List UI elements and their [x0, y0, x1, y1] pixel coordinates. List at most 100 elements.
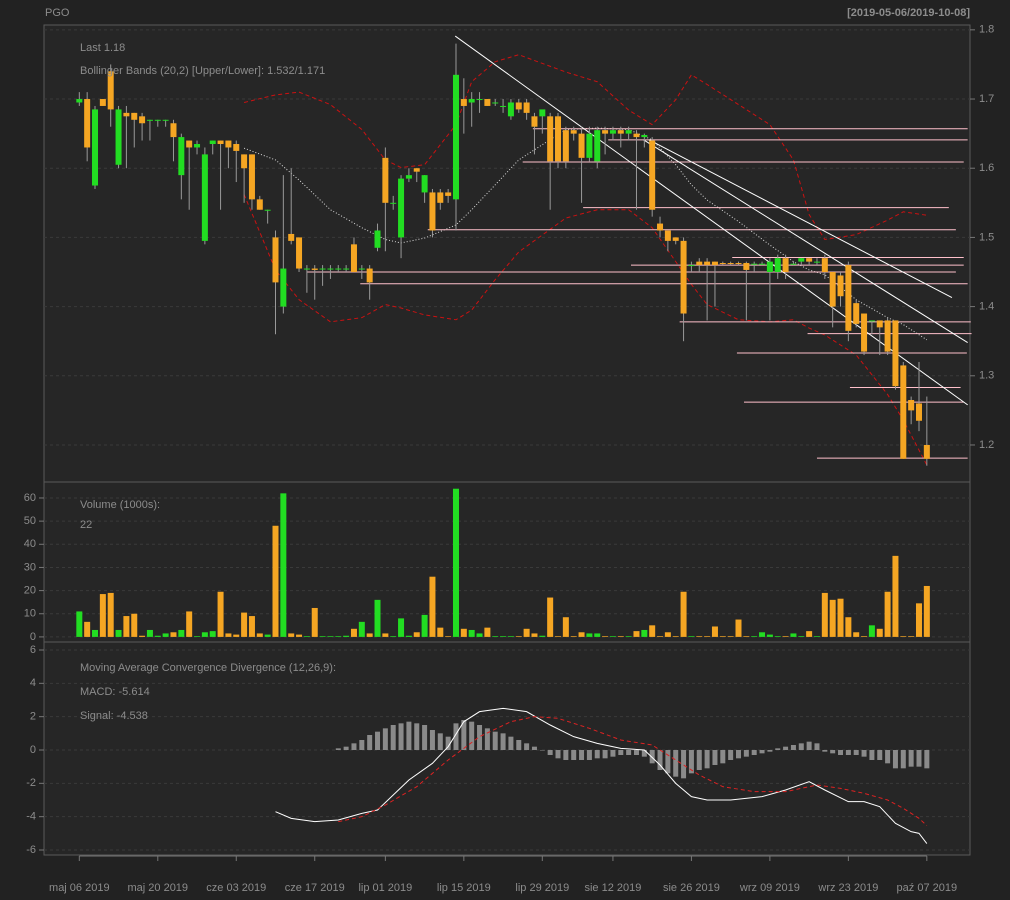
candle-body	[923, 444, 930, 459]
volume-bar	[492, 636, 499, 637]
volume-bar	[201, 632, 208, 637]
candle-body	[233, 144, 240, 151]
volume-bar	[280, 493, 287, 637]
volume-bar	[900, 636, 907, 637]
volume-bar	[139, 635, 146, 637]
candle-body	[641, 135, 648, 138]
macd-line	[275, 707, 928, 844]
histogram-bar	[916, 750, 922, 767]
volume-bar	[76, 611, 83, 637]
volume-bar	[908, 636, 915, 637]
histogram-bar	[885, 750, 891, 764]
candle-body	[829, 272, 836, 307]
histogram-bar	[571, 750, 577, 760]
volume-bar	[719, 636, 726, 637]
volume-bar	[99, 594, 106, 637]
volume-bar	[774, 636, 781, 637]
annotation: Last 1.18	[80, 42, 125, 54]
y-tick-label: -4	[26, 811, 36, 823]
volume-bar	[460, 628, 467, 637]
candle-body	[288, 233, 295, 241]
volume-bar	[649, 625, 656, 637]
volume-bar	[382, 633, 389, 637]
candle-body	[672, 237, 679, 241]
candle-body	[382, 157, 389, 203]
histogram-bar	[681, 750, 687, 779]
candle-body	[735, 263, 742, 265]
y-tick-label: 10	[24, 608, 36, 620]
candle-body	[711, 261, 718, 266]
y-tick-label: 0	[30, 631, 36, 643]
candle-body	[649, 140, 656, 210]
candle-body	[704, 261, 711, 266]
volume-bar	[507, 636, 514, 637]
histogram-bar	[461, 720, 467, 750]
candle-body	[319, 268, 326, 270]
volume-bar	[876, 628, 883, 637]
volume-bar	[84, 621, 91, 637]
candle-body	[900, 365, 907, 459]
y-tick-label: 1.4	[979, 301, 994, 313]
histogram-bar	[610, 750, 616, 757]
histogram-bar	[743, 750, 749, 757]
histogram-bar	[720, 750, 726, 764]
histogram-bar	[633, 750, 639, 755]
candle-body	[790, 263, 797, 265]
volume-bar	[170, 632, 177, 637]
volume-bar	[311, 607, 318, 637]
histogram-bar	[531, 746, 537, 750]
volume-bar	[366, 633, 373, 637]
panel-title: Moving Average Convergence Divergence (1…	[80, 662, 336, 674]
y-tick-label: 6	[30, 644, 36, 656]
candle-body	[460, 99, 467, 106]
y-tick-label: 1.5	[979, 231, 994, 243]
candle-body	[531, 116, 538, 127]
candle-body	[146, 119, 153, 121]
histogram-bar	[367, 735, 373, 750]
histogram-bar	[814, 743, 820, 750]
volume-bar	[547, 597, 554, 637]
bollinger-band	[243, 194, 928, 466]
candle-body	[798, 258, 805, 262]
volume-bar	[759, 632, 766, 637]
volume-bar	[821, 592, 828, 637]
candle-body	[264, 209, 271, 211]
histogram-bar	[822, 750, 828, 752]
annotation: Signal: -4.538	[80, 710, 148, 722]
candle-body	[515, 102, 522, 110]
candle-body	[766, 261, 773, 273]
histogram-bar	[830, 750, 836, 754]
candle-body	[154, 119, 161, 121]
candle-body	[727, 263, 734, 265]
volume-bar	[617, 636, 624, 637]
volume-bar	[209, 631, 216, 637]
histogram-bar	[908, 750, 914, 767]
candle-body	[696, 261, 703, 266]
candle-body	[358, 268, 365, 270]
candle-body	[390, 202, 397, 204]
volume-bar	[390, 636, 397, 637]
volume-bar	[861, 636, 868, 637]
candle-body	[413, 168, 420, 172]
x-tick-label: lip 01 2019	[358, 882, 412, 894]
volume-bar	[782, 636, 789, 637]
histogram-bar	[736, 750, 741, 759]
volume-bar	[523, 628, 530, 637]
candle-body	[92, 109, 99, 186]
candle-body	[759, 263, 766, 265]
candle-body	[201, 154, 208, 241]
candle-body	[280, 268, 287, 307]
volume-bar	[884, 591, 891, 637]
candle-body	[586, 133, 593, 158]
volume-bar	[162, 633, 169, 637]
candle-body	[884, 320, 891, 352]
histogram-bar	[696, 750, 702, 770]
y-tick-label: 1.8	[979, 24, 994, 36]
histogram-bar	[641, 750, 647, 757]
trend-line	[454, 35, 968, 406]
candle-body	[539, 109, 546, 117]
histogram-bar	[469, 721, 475, 750]
volume-bar	[350, 628, 357, 637]
y-tick-label: 2	[30, 711, 36, 723]
